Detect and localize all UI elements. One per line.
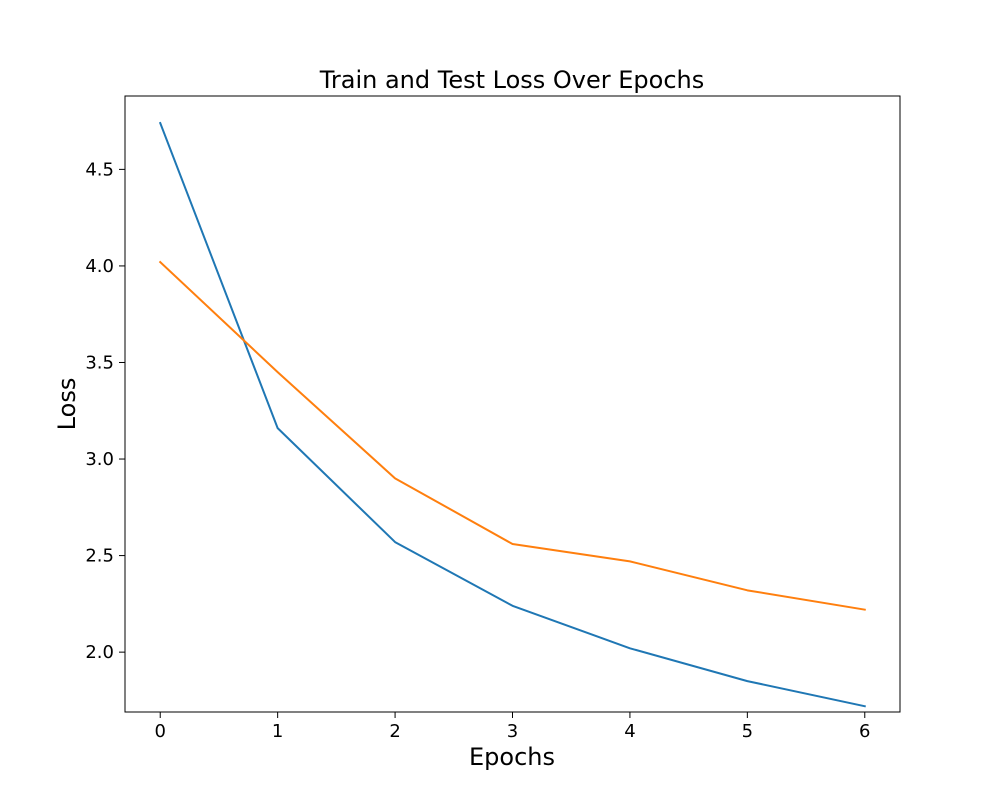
x-tick-label: 5 [742, 721, 753, 742]
y-tick-label: 3.0 [85, 449, 114, 470]
y-axis-label: Loss [53, 378, 81, 431]
x-tick-label: 2 [389, 721, 400, 742]
y-tick-label: 4.5 [85, 159, 114, 180]
y-tick-label: 4.0 [85, 256, 114, 277]
x-tick-label: 6 [859, 721, 870, 742]
y-tick-label: 2.5 [85, 546, 114, 567]
x-tick-label: 0 [155, 721, 166, 742]
series-line-1 [158, 121, 866, 708]
x-axis-ticks: 0 1 2 3 4 5 6 [155, 712, 870, 742]
series-line-2 [158, 260, 866, 611]
y-tick-label: 3.5 [85, 352, 114, 373]
x-tick-label: 1 [272, 721, 283, 742]
chart-title: Train and Test Loss Over Epochs [319, 66, 705, 94]
x-axis-label: Epochs [469, 743, 555, 771]
x-tick-label: 3 [507, 721, 518, 742]
y-tick-label: 2.0 [85, 642, 114, 663]
plot-area [124, 95, 901, 713]
y-axis-ticks: 2.0 2.5 3.0 3.5 4.0 4.5 [85, 159, 125, 663]
x-tick-label: 4 [624, 721, 635, 742]
series-layer [158, 121, 866, 708]
